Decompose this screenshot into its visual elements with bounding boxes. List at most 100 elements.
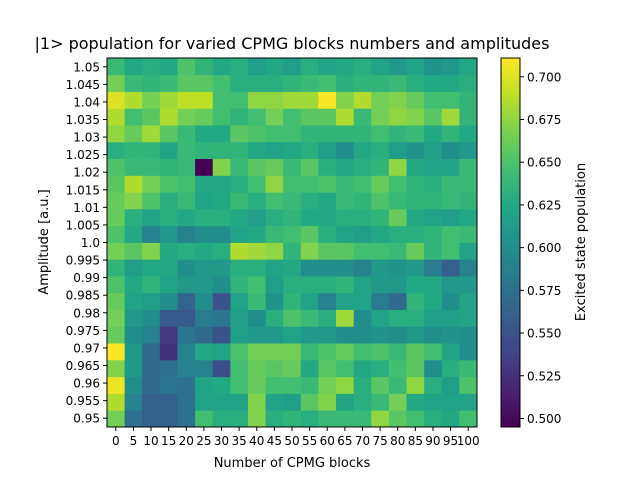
- x-tick-label: 20: [179, 434, 194, 448]
- heatmap-cell: [212, 410, 231, 428]
- heatmap-cell: [230, 108, 249, 126]
- heatmap-cell: [124, 292, 143, 310]
- heatmap-cell: [247, 393, 266, 411]
- x-tick-label: 55: [302, 434, 317, 448]
- heatmap-cell: [318, 192, 337, 210]
- heatmap-cell: [107, 309, 126, 327]
- heatmap-cell: [353, 309, 372, 327]
- y-tick-label: 0.965: [66, 359, 100, 373]
- heatmap-cell: [406, 359, 425, 378]
- heatmap-cell: [318, 410, 337, 428]
- heatmap-cell: [283, 208, 302, 227]
- heatmap-cell: [283, 376, 302, 394]
- colorbar-tick-label: 0.675: [527, 113, 561, 127]
- colorbar-tick-label: 0.600: [527, 241, 561, 255]
- x-axis-label: Number of CPMG blocks: [214, 456, 371, 471]
- heatmap-cell: [177, 242, 196, 260]
- heatmap-cell: [353, 58, 372, 76]
- heatmap-cell: [300, 292, 319, 310]
- heatmap-cell: [318, 141, 337, 160]
- heatmap-cell: [336, 108, 355, 126]
- heatmap-cell: [177, 74, 196, 92]
- heatmap-cell: [230, 225, 249, 243]
- heatmap-cell: [353, 410, 372, 428]
- heatmap-cell: [212, 58, 231, 76]
- heatmap-cell: [300, 410, 319, 428]
- heatmap-cell: [107, 259, 126, 277]
- heatmap-cell: [424, 376, 443, 394]
- heatmap-cell: [406, 376, 425, 394]
- heatmap-cell: [336, 125, 355, 143]
- heatmap-cell: [424, 125, 443, 143]
- heatmap-cell: [441, 225, 460, 243]
- heatmap-cell: [159, 125, 178, 143]
- heatmap-cell: [247, 292, 266, 310]
- y-tick-label: 0.955: [66, 394, 100, 408]
- y-tick-label: 1.025: [66, 148, 100, 162]
- heatmap-cell: [406, 343, 425, 361]
- heatmap-cell: [265, 125, 284, 143]
- heatmap-cell: [300, 192, 319, 210]
- heatmap-cell: [353, 259, 372, 277]
- x-tick-label: 65: [337, 434, 352, 448]
- heatmap-cell: [212, 359, 231, 378]
- heatmap-cell: [159, 309, 178, 327]
- heatmap-cell: [159, 292, 178, 310]
- y-tick-label: 0.96: [73, 377, 100, 391]
- x-tick-label: 100: [457, 434, 480, 448]
- heatmap-cell: [195, 410, 214, 428]
- heatmap-cell: [353, 125, 372, 143]
- heatmap-cell: [336, 192, 355, 210]
- heatmap-cell: [336, 276, 355, 294]
- heatmap-cell: [459, 359, 478, 378]
- heatmap-cell: [318, 242, 337, 260]
- heatmap-cell: [336, 259, 355, 277]
- heatmap-cell: [388, 343, 407, 361]
- x-tick-label: 0: [112, 434, 120, 448]
- heatmap-cell: [265, 343, 284, 361]
- heatmap-cell: [406, 74, 425, 92]
- heatmap-cell: [388, 276, 407, 294]
- heatmap-cell: [441, 410, 460, 428]
- heatmap-cell: [107, 141, 126, 160]
- heatmap-cell: [336, 225, 355, 243]
- x-tick-label: 5: [130, 434, 138, 448]
- heatmap-cell: [388, 192, 407, 210]
- heatmap-cell: [371, 376, 390, 394]
- heatmap-cell: [459, 393, 478, 411]
- heatmap-cell: [195, 125, 214, 143]
- heatmap-cell: [283, 309, 302, 327]
- heatmap-cell: [388, 141, 407, 160]
- heatmap-cell: [195, 276, 214, 294]
- heatmap-cell: [159, 108, 178, 126]
- heatmap-cell: [195, 359, 214, 378]
- heatmap-cell: [353, 242, 372, 260]
- x-axis-ticks: 0 5 10 15 20 25 30 35 40 45 50 55 60 65 70 75 80 85 90 9510…: [112, 427, 480, 448]
- heatmap-cell: [265, 410, 284, 428]
- heatmap-cell: [424, 259, 443, 277]
- chart-title: |1> population for varied CPMG blocks nu…: [35, 34, 550, 53]
- heatmap-cell: [195, 74, 214, 92]
- x-tick-label: 30: [214, 434, 229, 448]
- heatmap-cell: [230, 208, 249, 227]
- heatmap-cell: [124, 91, 143, 109]
- heatmap-cell: [371, 208, 390, 227]
- heatmap-cell: [265, 393, 284, 411]
- heatmap-cell: [212, 376, 231, 394]
- heatmap-cell: [230, 343, 249, 361]
- heatmap-cell: [336, 326, 355, 344]
- heatmap-cell: [300, 125, 319, 143]
- heatmap-cell: [318, 91, 337, 109]
- heatmap-cell: [424, 359, 443, 378]
- heatmap-cell: [424, 343, 443, 361]
- heatmap-cell: [159, 225, 178, 243]
- heatmap-cell: [177, 141, 196, 160]
- heatmap-cell: [142, 91, 161, 109]
- heatmap-cell: [459, 259, 478, 277]
- x-tick-label: 95: [443, 434, 458, 448]
- x-tick-label: 40: [249, 434, 264, 448]
- heatmap-cell: [388, 376, 407, 394]
- heatmap-cell: [195, 208, 214, 227]
- heatmap-cell: [371, 108, 390, 126]
- x-tick-label: 70: [355, 434, 370, 448]
